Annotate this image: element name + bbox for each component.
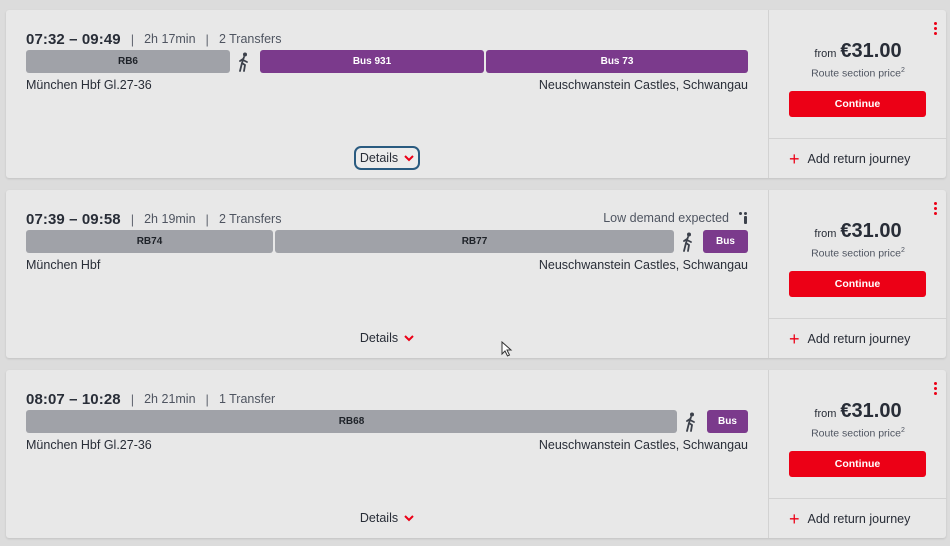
- journey-duration: 2h 21min: [144, 392, 196, 406]
- segment-bus-73: Bus 73: [486, 50, 748, 73]
- chevron-down-icon: [404, 514, 414, 521]
- route-section-price: Route section price2: [811, 247, 905, 260]
- occupancy-icon: [734, 212, 748, 224]
- mouse-cursor-icon: [501, 341, 513, 357]
- journey-times: 07:32 – 09:49: [26, 30, 121, 48]
- journey-timeline: 07:39 – 09:58 | 2h 19min | 2 Transfers: [26, 210, 282, 228]
- more-options-icon[interactable]: [932, 22, 938, 38]
- details-toggle[interactable]: Details: [354, 146, 420, 170]
- origin-station: München Hbf Gl.27-36: [26, 438, 152, 452]
- segment-bus: Bus: [703, 230, 748, 253]
- destination-station: Neuschwanstein Castles, Schwangau: [538, 78, 748, 92]
- journey-duration: 2h 17min: [144, 32, 196, 46]
- add-return-journey-button[interactable]: + Add return journey: [769, 138, 947, 178]
- journey-timeline: 07:32 – 09:49 | 2h 17min | 2 Transfers: [26, 30, 282, 48]
- details-label: Details: [359, 151, 399, 165]
- price-value: €31.00: [840, 400, 902, 422]
- add-return-journey-button[interactable]: + Add return journey: [769, 318, 947, 358]
- offer-panel: from €31.00 Route section price2 Continu…: [768, 10, 947, 178]
- price-value: €31.00: [840, 220, 902, 242]
- route-section-price: Route section price2: [811, 67, 905, 80]
- journey-card: 07:39 – 09:58 | 2h 19min | 2 Transfers L…: [6, 190, 947, 358]
- walk-icon: [680, 231, 696, 253]
- price-from-label: from: [814, 228, 837, 240]
- route-section-price: Route section price2: [811, 427, 905, 440]
- segment-bus-931: Bus 931: [260, 50, 484, 73]
- segment-train-rb74: RB74: [26, 230, 273, 253]
- journey-summary[interactable]: 07:32 – 09:49 | 2h 17min | 2 Transfers R…: [6, 10, 768, 178]
- offer-panel: from €31.00 Route section price2 Continu…: [768, 370, 947, 538]
- plus-icon: +: [789, 328, 800, 349]
- more-options-icon[interactable]: [932, 382, 938, 398]
- destination-station: Neuschwanstein Castles, Schwangau: [538, 438, 748, 452]
- plus-icon: +: [789, 508, 800, 529]
- details-label: Details: [359, 331, 399, 345]
- add-return-label: Add return journey: [807, 151, 911, 166]
- segment-bus: Bus: [707, 410, 748, 433]
- add-return-label: Add return journey: [807, 331, 911, 346]
- segment-train-rb68: RB68: [26, 410, 677, 433]
- origin-station: München Hbf: [26, 258, 101, 272]
- journey-summary[interactable]: 08:07 – 10:28 | 2h 21min | 1 Transfer RB…: [6, 370, 768, 538]
- journey-card: 08:07 – 10:28 | 2h 21min | 1 Transfer RB…: [6, 370, 947, 538]
- continue-button[interactable]: Continue: [789, 271, 926, 297]
- journey-summary[interactable]: 07:39 – 09:58 | 2h 19min | 2 Transfers L…: [6, 190, 768, 358]
- details-toggle[interactable]: Details: [354, 326, 420, 350]
- journey-timeline: 08:07 – 10:28 | 2h 21min | 1 Transfer: [26, 390, 276, 408]
- journey-card: 07:32 – 09:49 | 2h 17min | 2 Transfers R…: [6, 10, 947, 178]
- journey-transfers: 1 Transfer: [218, 392, 276, 406]
- demand-indicator: Low demand expected: [603, 211, 748, 225]
- demand-label: Low demand expected: [603, 211, 729, 225]
- journey-times: 08:07 – 10:28: [26, 390, 121, 408]
- add-return-label: Add return journey: [807, 511, 911, 526]
- details-toggle[interactable]: Details: [354, 506, 420, 530]
- journey-transfers: 2 Transfers: [218, 212, 282, 226]
- walk-icon: [236, 51, 252, 73]
- continue-button[interactable]: Continue: [789, 91, 926, 117]
- segment-train-rb77: RB77: [275, 230, 674, 253]
- continue-button[interactable]: Continue: [789, 451, 926, 477]
- price-from-label: from: [814, 408, 837, 420]
- price-value: €31.00: [840, 40, 902, 62]
- origin-station: München Hbf Gl.27-36: [26, 78, 152, 92]
- journey-times: 07:39 – 09:58: [26, 210, 121, 228]
- destination-station: Neuschwanstein Castles, Schwangau: [538, 258, 748, 272]
- details-label: Details: [359, 511, 399, 525]
- segment-train-rb6: RB6: [26, 50, 230, 73]
- chevron-down-icon: [404, 334, 414, 341]
- chevron-down-icon: [404, 154, 414, 161]
- offer-panel: from €31.00 Route section price2 Continu…: [768, 190, 947, 358]
- add-return-journey-button[interactable]: + Add return journey: [769, 498, 947, 538]
- more-options-icon[interactable]: [932, 202, 938, 218]
- journey-transfers: 2 Transfers: [218, 32, 282, 46]
- journey-duration: 2h 19min: [144, 212, 196, 226]
- walk-icon: [683, 411, 699, 433]
- price-from-label: from: [814, 48, 837, 60]
- plus-icon: +: [789, 148, 800, 169]
